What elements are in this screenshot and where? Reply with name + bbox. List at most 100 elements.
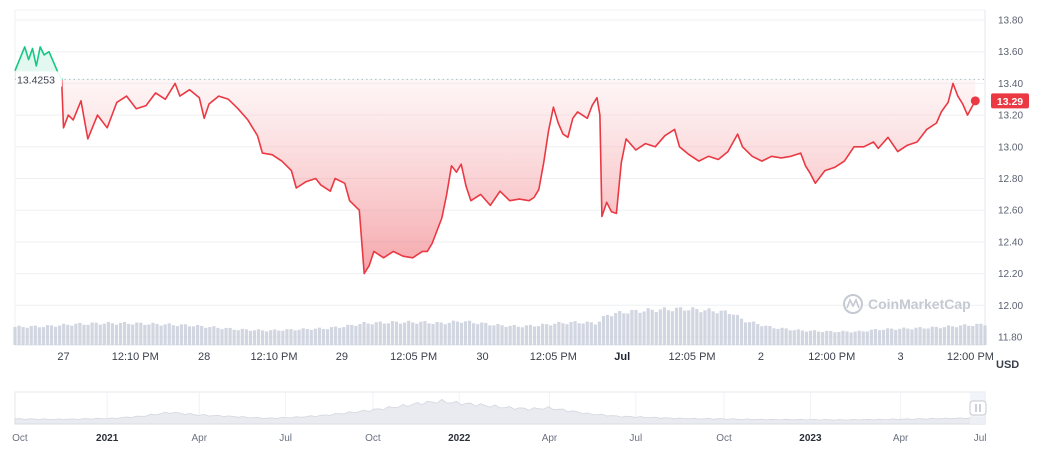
volume-bar (821, 332, 825, 345)
volume-bar (378, 321, 382, 345)
volume-bar (94, 322, 98, 345)
volume-bar (796, 329, 800, 345)
volume-bar (265, 331, 269, 345)
x-tick-label: 2 (758, 351, 764, 363)
navigator-tick-label: 2021 (96, 433, 119, 444)
y-tick-label: 12.40 (998, 237, 1023, 248)
volume-bar (646, 308, 650, 345)
volume-bar (455, 321, 459, 345)
volume-bar (520, 327, 524, 345)
volume-bar (865, 331, 869, 345)
volume-bar (719, 310, 723, 345)
volume-bar (926, 328, 930, 345)
volume-bar (135, 322, 139, 345)
volume-bar (833, 332, 837, 345)
volume-bar (496, 323, 500, 345)
volume-bar (857, 330, 861, 345)
volume-bar (679, 307, 683, 345)
volume-bar (914, 327, 918, 345)
y-tick-label: 12.60 (998, 206, 1023, 217)
volume-bar (808, 330, 813, 345)
x-tick-label: 29 (336, 351, 348, 363)
volume-bar (232, 329, 236, 345)
navigator-tick-label: Apr (192, 433, 208, 444)
volume-bar (127, 323, 131, 345)
y-tick-label: 13.40 (998, 79, 1023, 90)
volume-bar (305, 328, 309, 345)
current-price-label: 13.29 (997, 96, 1023, 108)
volume-bar (240, 328, 244, 345)
volume-bar (695, 309, 699, 345)
volume-bar (403, 322, 407, 345)
volume-bar (545, 324, 549, 345)
volume-bar (605, 314, 610, 345)
volume-bar (894, 329, 898, 345)
x-tick-label: 12:05 PM (669, 351, 716, 363)
volume-bar (139, 322, 143, 345)
volume-bar (658, 309, 662, 345)
volume-bar (967, 325, 971, 345)
volume-bar (792, 330, 796, 345)
volume-bar (325, 329, 330, 345)
volume-bar (191, 326, 196, 345)
volume-bar (638, 312, 642, 345)
volume-bar (536, 326, 541, 345)
volume-bar (577, 323, 581, 345)
volume-bar (114, 324, 119, 345)
volume-bar (650, 309, 654, 345)
volume-bar (53, 326, 58, 345)
y-axis: 13.80 13.60 13.40 13.20 13.00 12.80 12.60 12.40… (998, 16, 1023, 344)
volume-bar (62, 323, 66, 345)
navigator-tick-label: Apr (542, 433, 558, 444)
x-tick-label: 12:05 PM (390, 351, 437, 363)
volume-bar (756, 324, 760, 345)
volume-bar (256, 329, 261, 345)
volume-bar (472, 323, 476, 345)
volume-bar (439, 322, 443, 345)
volume-bar (885, 328, 890, 345)
range-navigator[interactable]: Oct 2021 Apr Jul Oct 2022 Apr Jul Oct 2023 Apr Jul (12, 391, 987, 444)
volume-bar (674, 307, 679, 345)
volume-bar (29, 326, 33, 345)
x-tick-label: 12:00 PM (808, 351, 855, 363)
volume-bar (975, 323, 979, 345)
volume-bar (443, 324, 447, 345)
volume-bar (553, 323, 557, 345)
x-axis: 27 12:10 PM 28 12:10 PM 29 12:05 PM 30 12:05 PM… (57, 351, 1019, 371)
volume-bar (480, 322, 484, 345)
volume-bar (317, 327, 321, 345)
volume-bar (260, 330, 265, 345)
volume-bar (358, 323, 362, 345)
volume-bar (983, 325, 987, 345)
volume-bar (557, 321, 561, 345)
volume-bar (90, 322, 94, 345)
price-line-down (60, 80, 977, 275)
navigator-tick-label: Oct (716, 433, 732, 444)
volume-bar (654, 312, 658, 345)
volume-bar (788, 330, 792, 345)
volume-bar (398, 323, 403, 345)
volume-bar (277, 330, 281, 345)
navigator-handle[interactable] (969, 400, 987, 416)
volume-bar (350, 324, 354, 345)
volume-bar (467, 320, 472, 345)
volume-bar (484, 322, 488, 345)
y-tick-label: 13.20 (998, 111, 1023, 122)
volume-bar (33, 325, 37, 345)
volume-bar (386, 323, 390, 345)
volume-bar (78, 322, 82, 345)
unit-label: USD (996, 359, 1019, 371)
current-price-badge (991, 93, 1029, 109)
volume-bar (252, 330, 257, 345)
volume-bar (593, 324, 597, 345)
volume-bar (849, 332, 853, 345)
volume-bar (845, 331, 849, 345)
volume-bar (752, 321, 756, 345)
volume-bar (13, 326, 17, 345)
volume-bar (581, 323, 585, 345)
volume-bar (938, 328, 942, 345)
volume-bar (877, 330, 882, 345)
volume-bar (954, 327, 959, 345)
volume-bar (362, 321, 366, 345)
